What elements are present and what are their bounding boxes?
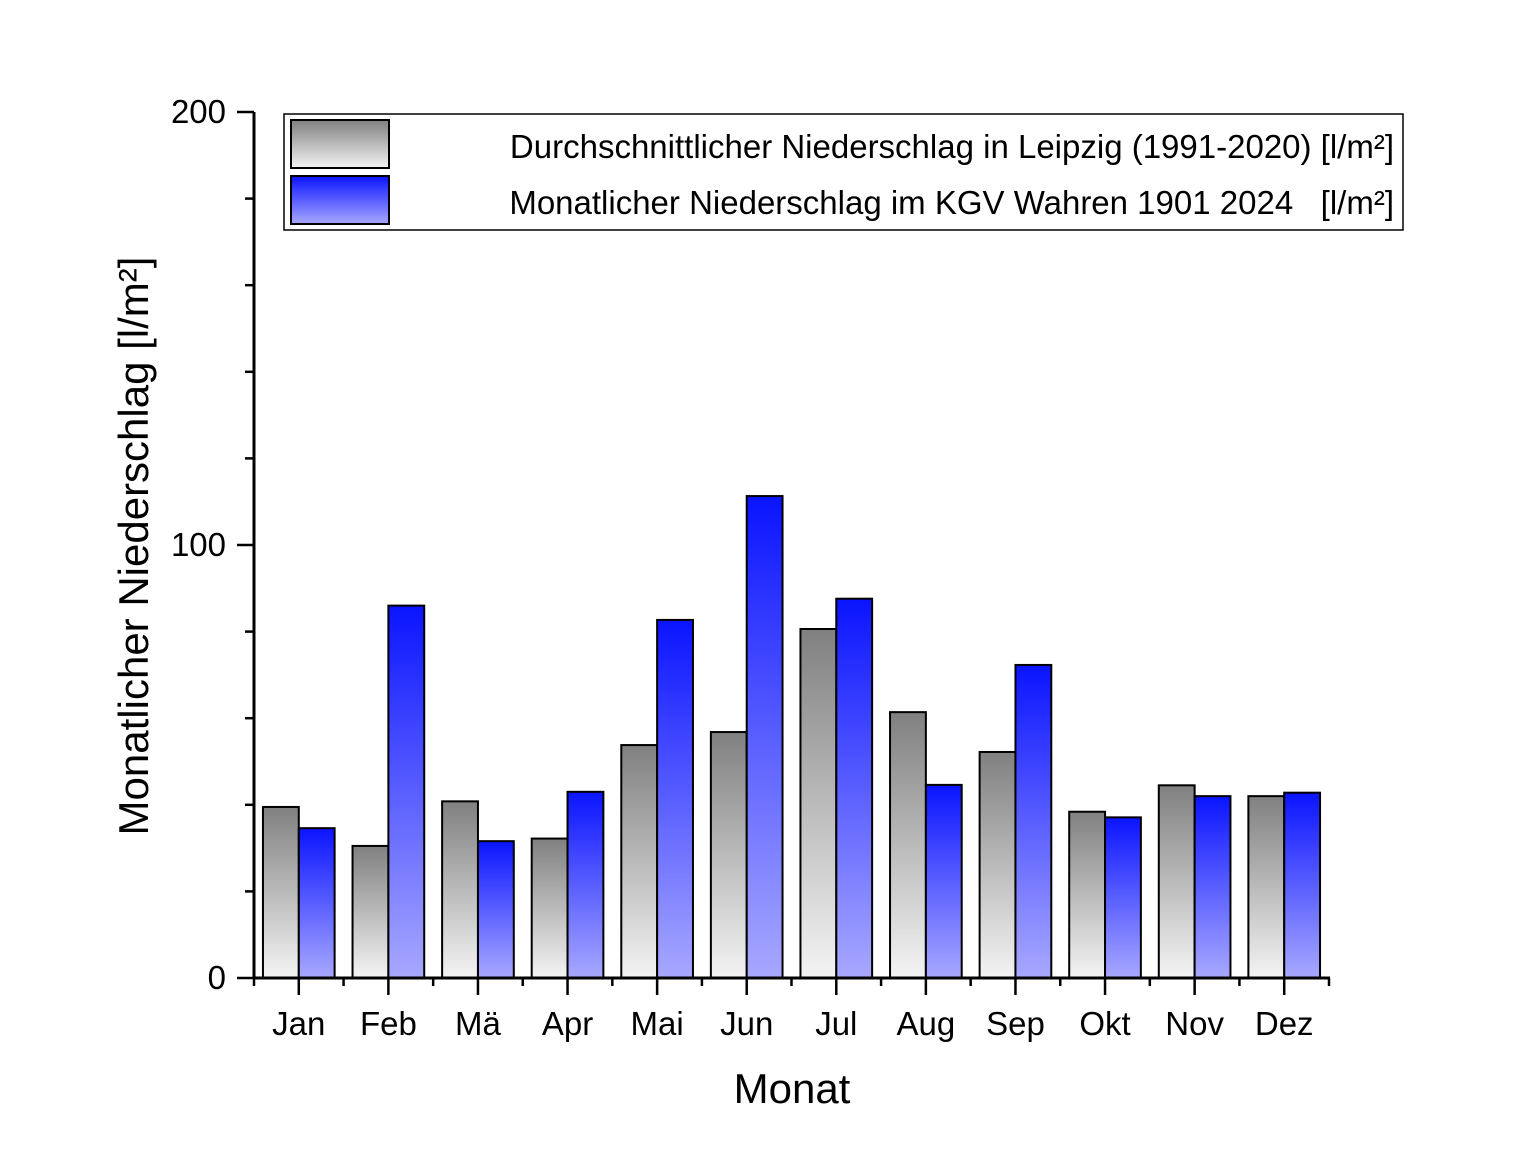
- x-tick-label-6: Jul: [815, 1005, 857, 1042]
- bar-kgv-3: [566, 790, 605, 979]
- x-ticks-group: [252, 978, 1331, 995]
- legend: Durchschnittlicher Niederschlag in Leipz…: [283, 113, 1404, 231]
- bar-leipzig-6: [799, 628, 838, 979]
- legend-frame: [283, 113, 1404, 231]
- x-tick-label-10: Nov: [1165, 1005, 1224, 1042]
- y-tick-label-100: 100: [171, 526, 226, 563]
- y-tick-label-200: 200: [171, 93, 226, 130]
- y-ticks-group: 0 100 200: [171, 93, 254, 996]
- bar-kgv-10: [1193, 795, 1232, 980]
- x-tick-label-3: Apr: [542, 1005, 593, 1042]
- x-axis-title: Monat: [734, 1065, 851, 1112]
- legend-label-kgv: Monatlicher Niederschlag im KGV Wahren 1…: [509, 184, 1394, 221]
- bar-leipzig-10: [1157, 784, 1196, 979]
- bar-kgv-5: [745, 495, 784, 979]
- legend-label-leipzig: Durchschnittlicher Niederschlag in Leipz…: [510, 128, 1394, 165]
- bar-leipzig-5: [709, 731, 748, 979]
- bar-kgv-0: [297, 827, 336, 979]
- x-tick-label-2: Mä: [455, 1005, 501, 1042]
- x-tick-label-7: Aug: [897, 1005, 956, 1042]
- bar-leipzig-3: [530, 837, 569, 979]
- bar-leipzig-7: [889, 711, 927, 979]
- bar-kgv-9: [1104, 816, 1142, 979]
- x-tick-label-5: Jun: [720, 1005, 773, 1042]
- bar-kgv-11: [1283, 791, 1322, 979]
- bars-group: [261, 495, 1322, 980]
- x-tick-label-8: Sep: [986, 1005, 1045, 1042]
- bar-leipzig-8: [978, 750, 1017, 979]
- bar-kgv-4: [656, 618, 694, 979]
- bar-leipzig-4: [620, 744, 659, 979]
- bar-leipzig-2: [441, 800, 479, 980]
- bar-kgv-7: [924, 783, 963, 979]
- bar-kgv-2: [476, 840, 515, 979]
- bar-leipzig-0: [261, 805, 300, 979]
- x-tick-label-0: Jan: [272, 1005, 325, 1042]
- bar-kgv-1: [387, 604, 426, 979]
- x-tick-label-9: Okt: [1079, 1005, 1130, 1042]
- bar-leipzig-9: [1068, 810, 1107, 979]
- y-axis-title: Monatlicher Niederschlag [l/m²]: [110, 257, 157, 836]
- x-tick-label-11: Dez: [1255, 1005, 1314, 1042]
- y-tick-label-0: 0: [208, 959, 226, 996]
- legend-swatch-leipzig: [290, 119, 390, 169]
- bar-leipzig-1: [351, 844, 390, 979]
- x-tick-labels-group: Jan Feb Mä Apr Mai Jun Jul Aug Sep Okt Nov Dez: [272, 1005, 1313, 1042]
- x-tick-label-1: Feb: [360, 1005, 417, 1042]
- legend-swatch-kgv: [290, 175, 390, 225]
- x-tick-label-4: Mai: [631, 1005, 684, 1042]
- bar-kgv-8: [1014, 663, 1053, 979]
- bar-kgv-6: [835, 597, 874, 979]
- bar-leipzig-11: [1247, 795, 1286, 980]
